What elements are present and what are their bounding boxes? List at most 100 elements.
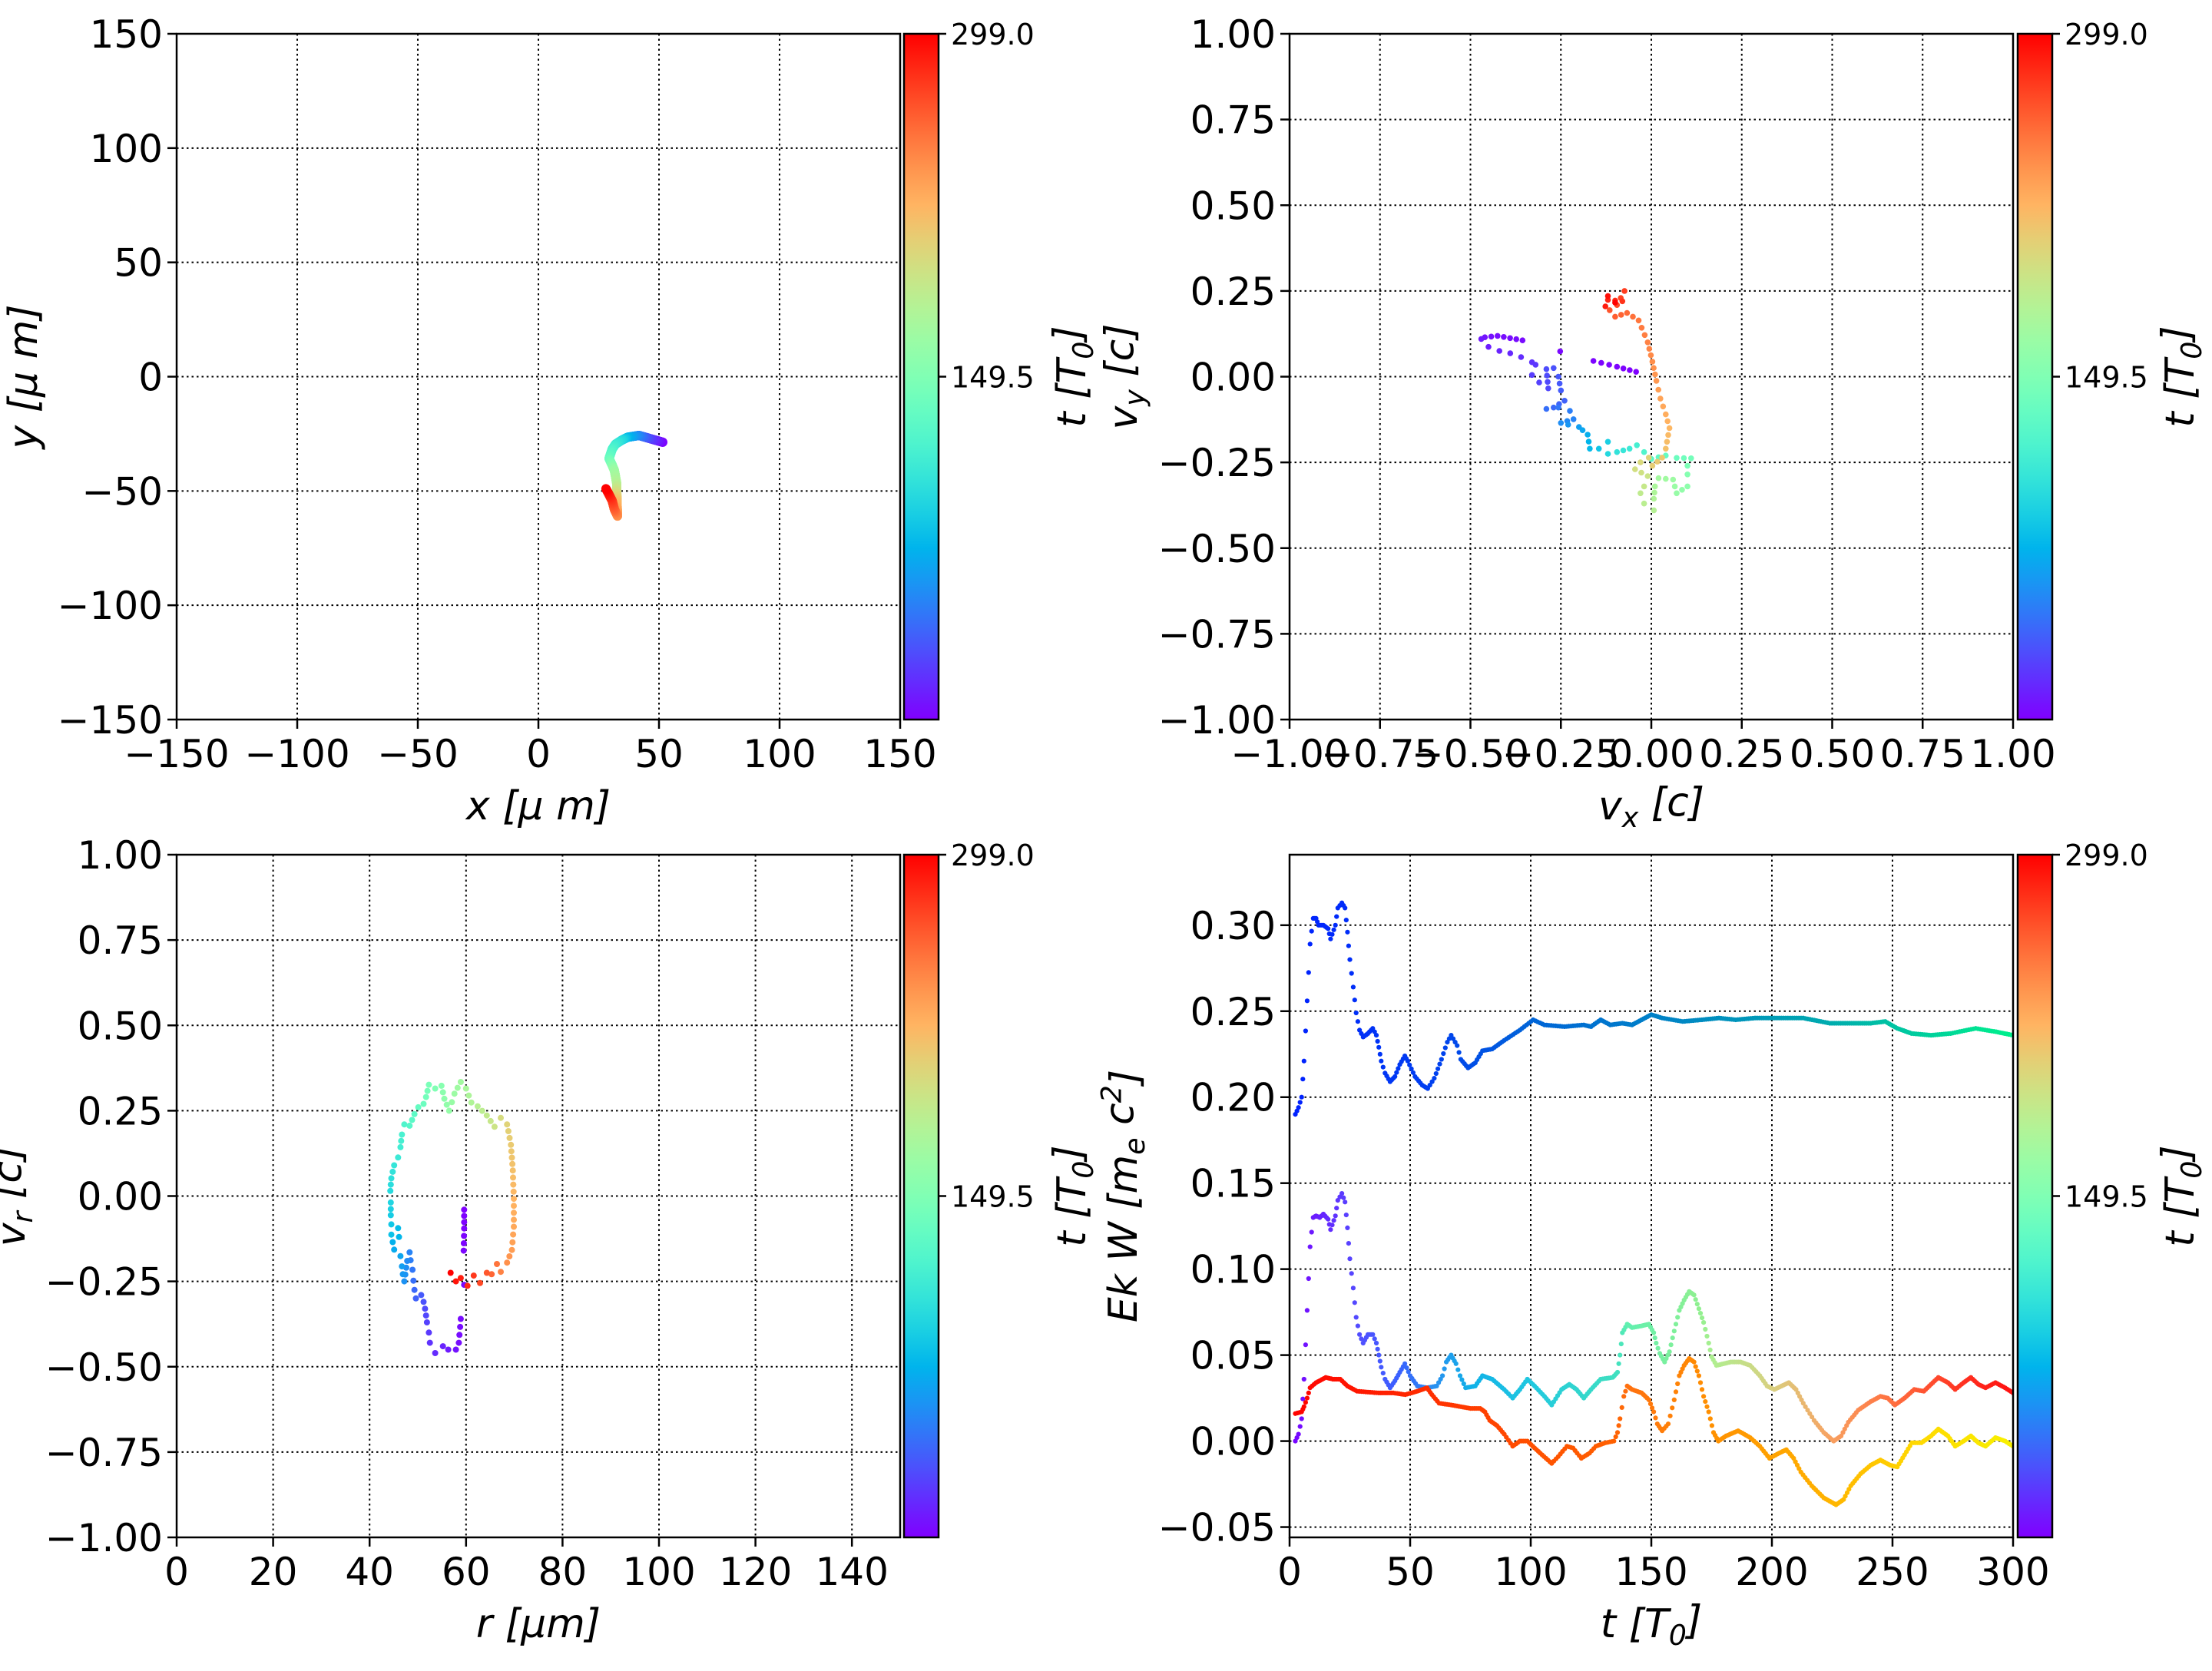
trajectory-point: [452, 1346, 459, 1353]
trajectory-point: [1370, 1332, 1376, 1337]
x-tick-label: −100: [244, 732, 349, 776]
trajectory-point: [1655, 475, 1662, 481]
trajectory-point: [1652, 371, 1658, 378]
trajectory-point: [457, 1275, 464, 1282]
trajectory-point: [395, 1225, 402, 1232]
x-axis-label: r [μm]: [476, 1601, 601, 1647]
trajectory-point: [1613, 1434, 1618, 1440]
trajectory-point: [1536, 379, 1542, 385]
trajectory-point: [454, 1084, 461, 1091]
trajectory-point: [432, 1085, 439, 1092]
trajectory-point: [1659, 455, 1665, 461]
x-tick-label: 250: [1856, 1550, 1929, 1594]
colorbar-tick-label: 299.0: [2065, 839, 2148, 872]
radial-velocity-plot: 0 20 40 60 80 100 120 140 −1.00 −0.75 −0.50 −0.25 0.…: [0, 833, 1100, 1647]
trajectory-point: [1532, 362, 1539, 368]
trajectory-point: [505, 1128, 512, 1134]
trajectory-point: [1306, 970, 1311, 975]
trajectory-point: [1299, 1416, 1304, 1421]
trajectory-point: [508, 1246, 515, 1253]
trajectory-point: [1372, 1336, 1377, 1342]
trajectory-point: [1545, 379, 1551, 385]
trajectory-point: [1707, 1347, 1713, 1352]
trajectory-point: [1326, 1216, 1331, 1222]
trajectory-point: [1805, 1408, 1810, 1413]
y-tick-label: 50: [114, 241, 163, 286]
plot-area: 0 50 100 150 200 250 300 −0.05 0.00 0.05 0.10 0.15 0…: [1158, 839, 2148, 1594]
trajectory-point: [445, 1346, 452, 1353]
trajectory-point: [1453, 1361, 1459, 1366]
y-tick-label: −0.25: [1158, 441, 1276, 485]
trajectory-point: [1455, 1043, 1460, 1048]
trajectory-point: [1684, 483, 1690, 490]
x-tick-label: 100: [743, 732, 816, 776]
y-tick-label: 0.00: [1190, 356, 1276, 400]
trajectory-point: [457, 1315, 464, 1322]
trajectory-point: [1670, 476, 1677, 483]
trajectory-point: [1645, 455, 1652, 461]
trajectory-point: [1670, 1335, 1675, 1341]
y-tick-label: −0.50: [1158, 527, 1276, 571]
trajectory-point: [1679, 487, 1685, 493]
trajectory-point: [461, 1219, 468, 1226]
trajectory-point: [1432, 1076, 1437, 1081]
trajectory-point: [1334, 1206, 1339, 1211]
trajectory-point: [509, 1167, 516, 1174]
trajectory-point: [1435, 1066, 1441, 1071]
trajectory-point: [409, 1266, 416, 1273]
y-tick-label: −0.75: [1158, 612, 1276, 657]
trajectory-point: [1304, 1308, 1310, 1313]
trajectory-point: [1495, 333, 1501, 339]
trajectory-point: [387, 1181, 394, 1188]
data-points: [601, 431, 667, 521]
trajectory-point: [1459, 1377, 1465, 1382]
trajectory-point: [504, 1259, 511, 1266]
colorbar-tick-label: 149.5: [2065, 1180, 2148, 1214]
y-axis-label: vr [c]: [0, 1146, 39, 1246]
trajectory-point: [601, 484, 611, 494]
trajectory-point: [426, 1081, 432, 1088]
trajectory-point: [1691, 1359, 1697, 1365]
y-tick-label: 0.25: [1190, 990, 1276, 1034]
trajectory-point: [1584, 432, 1591, 438]
trajectory-point: [504, 1121, 511, 1128]
x-tick-label: 50: [1386, 1550, 1435, 1594]
trajectory-point: [1621, 1394, 1627, 1399]
trajectory-point: [1404, 1365, 1409, 1371]
trajectory-point: [1375, 1038, 1380, 1044]
trajectory-point: [445, 1107, 452, 1114]
trajectory-point: [1425, 1086, 1430, 1091]
trajectory-point: [462, 1085, 469, 1092]
trajectory-point: [391, 1246, 398, 1253]
colorbar-tick-label: 299.0: [951, 839, 1035, 872]
trajectory-point: [395, 1154, 402, 1161]
trajectory-point: [1333, 922, 1338, 928]
trajectory-point: [387, 1187, 394, 1194]
trajectory-point: [1328, 936, 1333, 941]
x-tick-label: 200: [1735, 1550, 1808, 1594]
trajectory-point: [1644, 473, 1651, 479]
trajectory-point: [1565, 422, 1571, 428]
trajectory-point: [420, 1100, 427, 1107]
trajectory-point: [1655, 1345, 1661, 1351]
x-tick-label: 20: [249, 1550, 298, 1594]
trajectory-point: [398, 1137, 405, 1144]
trajectory-point: [1543, 366, 1550, 372]
trajectory-point: [511, 1223, 517, 1230]
trajectory-point: [1611, 1438, 1617, 1444]
trajectory-point: [1303, 1028, 1308, 1034]
trajectory-point: [391, 1162, 398, 1169]
trajectory-point: [1633, 369, 1639, 376]
trajectory-point: [1709, 1423, 1714, 1428]
y-tick-label: −1.00: [1158, 698, 1276, 743]
trajectory-point: [1684, 472, 1690, 478]
trajectory-point: [424, 1087, 431, 1094]
trajectory-point: [388, 1175, 395, 1182]
trajectory-point: [460, 1240, 467, 1246]
trajectory-point: [1379, 1365, 1384, 1370]
trajectory-point: [1595, 445, 1602, 452]
x-tick-label: 50: [634, 732, 684, 776]
x-tick-label: 100: [622, 1550, 695, 1594]
trajectory-point: [1653, 378, 1660, 384]
trajectory-point: [1598, 359, 1604, 366]
